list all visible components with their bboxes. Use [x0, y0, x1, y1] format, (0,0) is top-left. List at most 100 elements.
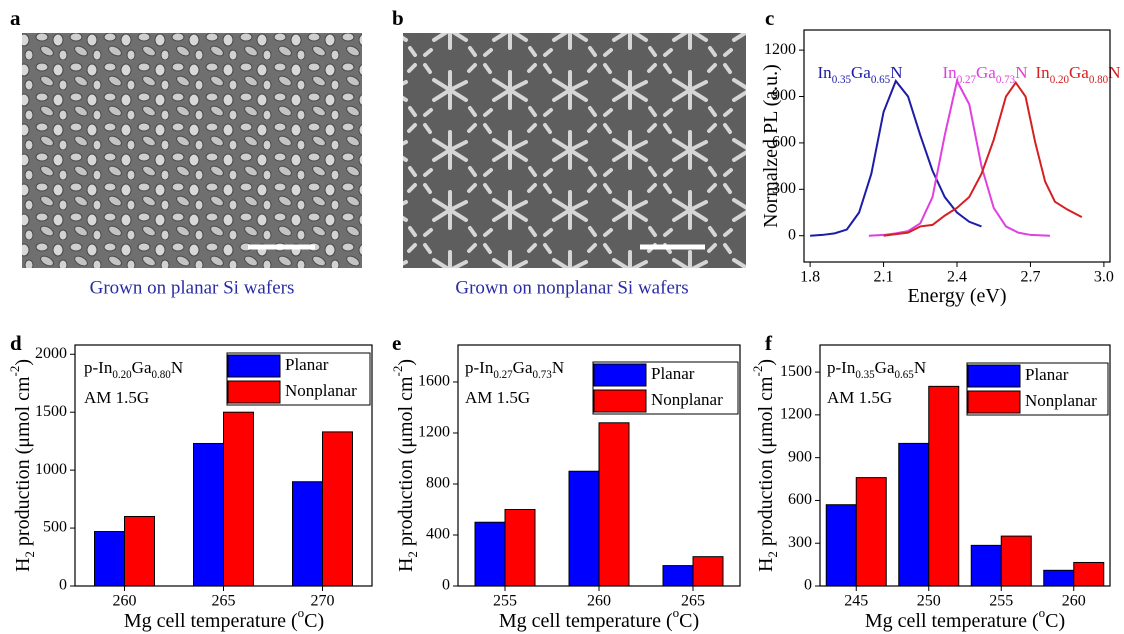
- bar: [568, 470, 600, 587]
- x-axis-title-part: Mg cell temperature (: [499, 610, 673, 632]
- legend-swatch: [593, 389, 647, 413]
- legend-swatch: [593, 363, 647, 387]
- legend-label: Nonplanar: [285, 381, 357, 400]
- plot-frame: [74, 344, 373, 587]
- x-tick-label: 245: [844, 593, 868, 610]
- legend-label: Planar: [285, 355, 329, 374]
- annotation-part: Ga: [513, 358, 533, 377]
- annotation: p-In0.27Ga0.73N: [465, 358, 564, 381]
- y-tick-label: 1200: [764, 41, 796, 58]
- series-label: In0.27Ga0.73N: [943, 63, 1028, 86]
- legend-swatch: [227, 354, 281, 378]
- y-axis-title-part: production (μmol cm: [755, 376, 777, 551]
- x-axis-title: Mg cell temperature (oC): [499, 605, 699, 631]
- y-tick-label: 1500: [35, 403, 67, 420]
- bar: [1000, 535, 1032, 587]
- x-tick-label: 1.8: [800, 269, 820, 286]
- annotation-part: p-In: [84, 358, 113, 377]
- annotation-part: p-In: [827, 358, 856, 377]
- bar: [692, 556, 724, 587]
- y-axis-title-part: H: [12, 558, 34, 572]
- y-tick-label: 0: [59, 577, 67, 594]
- bar: [322, 431, 353, 587]
- series-label-part: 0.20: [1050, 74, 1070, 86]
- y-axis-title-part: 2: [405, 551, 420, 558]
- y-axis-title-part: Normalzed PL (a.u.): [760, 64, 782, 228]
- y-tick-label: 900: [788, 448, 812, 465]
- annotation-part: p-In: [465, 358, 494, 377]
- bar: [898, 442, 930, 587]
- legend-swatch: [967, 390, 1021, 414]
- x-tick-label: 270: [311, 593, 335, 610]
- y-axis-title-part: 2: [22, 551, 37, 558]
- line-series: [883, 80, 1083, 237]
- annotation-part: N: [552, 358, 564, 377]
- y-tick-label: 1000: [35, 461, 67, 478]
- annotation: AM 1.5G: [827, 388, 892, 407]
- annotation: AM 1.5G: [84, 388, 149, 407]
- annotation-part: 0.20: [112, 369, 132, 381]
- x-axis-title-part: o: [298, 605, 305, 620]
- y-tick-label: 600: [772, 134, 796, 151]
- annotation-part: AM 1.5G: [465, 388, 530, 407]
- bar: [825, 504, 857, 587]
- y-tick-label: 0: [788, 226, 796, 243]
- x-axis-title-part: o: [1039, 605, 1046, 620]
- x-tick-label: 2.4: [947, 269, 967, 286]
- x-axis-title-part: C): [679, 610, 699, 632]
- x-axis-title-part: Energy (eV): [907, 285, 1006, 307]
- bar: [223, 411, 254, 587]
- panel-label: e: [392, 331, 401, 355]
- annotation-part: N: [171, 358, 183, 377]
- y-axis-title-part: 2: [765, 551, 780, 558]
- panel-label: f: [765, 331, 773, 355]
- annotation-part: 0.27: [493, 369, 513, 381]
- bar: [598, 422, 630, 587]
- bar: [94, 531, 125, 587]
- y-tick-label: 800: [426, 475, 450, 492]
- y-axis-title-part: ): [395, 359, 417, 366]
- annotation-part: AM 1.5G: [84, 388, 149, 407]
- x-axis-title-part: Mg cell temperature (: [865, 610, 1039, 632]
- y-tick-label: 1200: [780, 406, 812, 423]
- annotation-part: 0.65: [895, 369, 915, 381]
- panel-label: a: [10, 6, 21, 30]
- series-label-part: 0.35: [832, 74, 852, 86]
- y-axis-title: H2 production (μmol cm-2): [750, 359, 780, 572]
- x-axis-title-part: C): [304, 610, 324, 632]
- y-axis-title: H2 production (μmol cm-2): [390, 359, 420, 572]
- caption: Grown on nonplanar Si wafers: [455, 277, 688, 298]
- y-axis-title-part: -2: [390, 366, 405, 377]
- y-tick-label: 2000: [35, 345, 67, 362]
- series-label-part: 0.27: [957, 74, 977, 86]
- annotation-part: 0.35: [855, 369, 875, 381]
- annotation-part: 0.73: [533, 369, 553, 381]
- legend-label: Nonplanar: [1025, 391, 1097, 410]
- bar: [292, 481, 323, 587]
- annotation-part: AM 1.5G: [827, 388, 892, 407]
- x-tick-label: 260: [1062, 593, 1086, 610]
- x-tick-label: 265: [681, 593, 705, 610]
- series-label-part: In: [943, 63, 958, 82]
- legend-label: Planar: [1025, 365, 1069, 384]
- bar: [928, 385, 960, 587]
- bar: [1043, 569, 1075, 587]
- y-axis-title-part: production (μmol cm: [395, 376, 417, 551]
- annotation-part: Ga: [875, 358, 895, 377]
- series-label-part: Ga: [976, 63, 996, 82]
- y-tick-label: 600: [788, 491, 812, 508]
- y-tick-label: 0: [804, 577, 812, 594]
- bar: [504, 508, 536, 587]
- bar: [1073, 561, 1105, 587]
- panel-label: d: [10, 331, 22, 355]
- series-label-part: Ga: [851, 63, 871, 82]
- panel-label: c: [765, 6, 774, 30]
- y-tick-label: 1500: [780, 363, 812, 380]
- y-axis-title-part: ): [755, 359, 777, 366]
- series-label: In0.35Ga0.65N: [818, 63, 903, 86]
- x-tick-label: 255: [989, 593, 1013, 610]
- panel-label: b: [392, 6, 404, 30]
- y-tick-label: 300: [788, 534, 812, 551]
- x-axis-title-part: C): [1045, 610, 1065, 632]
